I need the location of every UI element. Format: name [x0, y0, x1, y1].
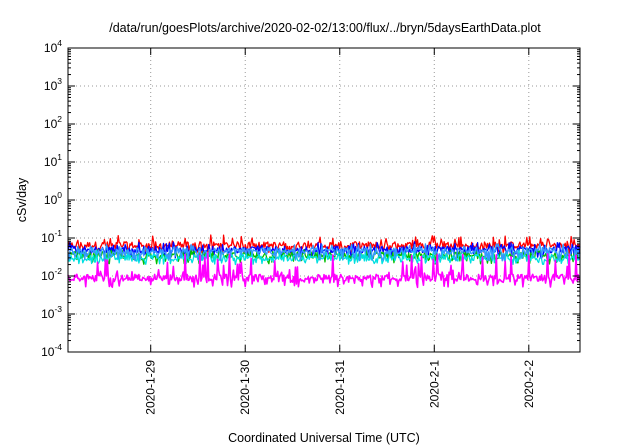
y-tick-label: 104 — [44, 38, 62, 55]
x-tick-layer: 2020-1-29 2020-1-30 2020-1-31 2020-2-1 2020-… — [144, 48, 536, 415]
y-tick-label: 10-2 — [41, 266, 62, 283]
y-tick-label: 101 — [44, 152, 62, 169]
y-tick-layer: 10-4 10-3 10-2 10-1 100 101 102 103 104 — [41, 38, 580, 359]
series-layer — [67, 234, 581, 289]
series-line — [67, 243, 581, 262]
y-tick-label: 103 — [44, 76, 62, 93]
x-tick-label: 2020-1-29 — [144, 360, 158, 415]
series-line — [67, 234, 581, 254]
y-axis-label: cSv/day — [15, 177, 29, 222]
y-tick-label: 102 — [44, 114, 62, 131]
x-axis-label: Coordinated Universal Time (UTC) — [228, 431, 420, 445]
x-tick-label: 2020-1-31 — [333, 360, 347, 415]
y-tick-label: 10-4 — [41, 342, 62, 359]
x-tick-label: 2020-2-2 — [522, 360, 536, 408]
x-tick-label: 2020-2-1 — [427, 360, 441, 408]
y-tick-label: 100 — [44, 190, 62, 207]
y-tick-label: 10-3 — [41, 304, 62, 321]
series-line — [67, 252, 581, 289]
chart-title: /data/run/goesPlots/archive/2020-02-02/1… — [109, 21, 541, 35]
x-tick-label: 2020-1-30 — [238, 360, 252, 415]
grid-layer — [68, 48, 580, 352]
y-tick-label: 10-1 — [41, 228, 62, 245]
